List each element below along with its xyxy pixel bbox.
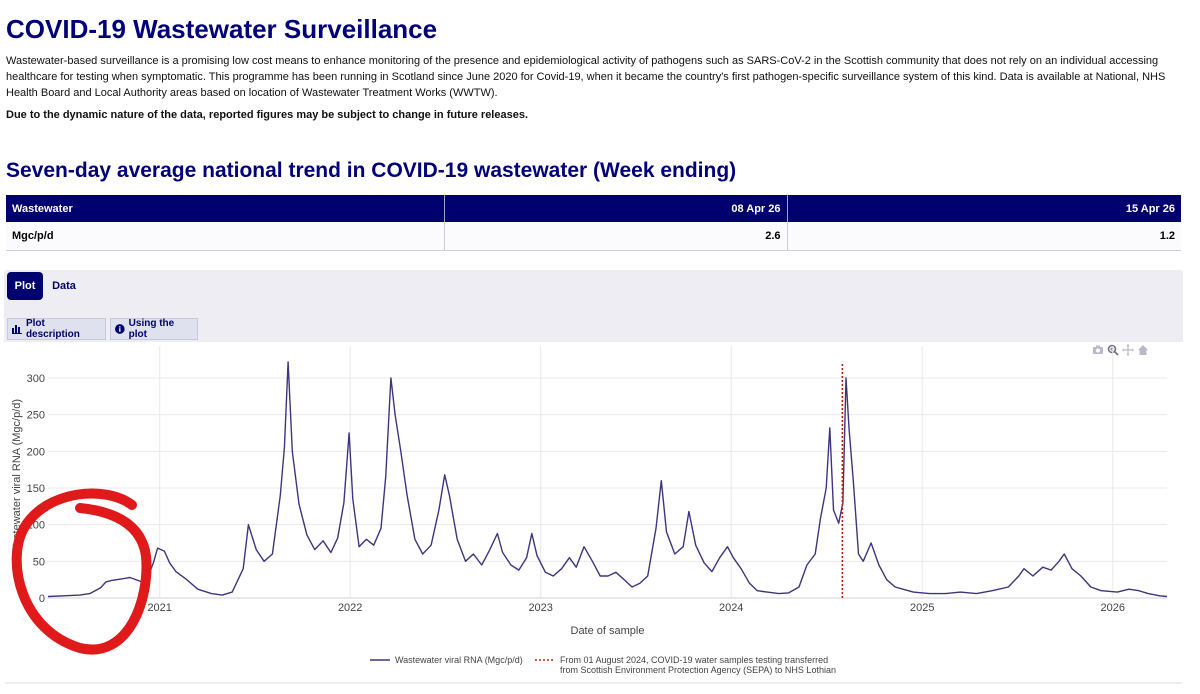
y-tick-label: 50 bbox=[33, 556, 45, 568]
data-caveat-note: Due to the dynamic nature of the data, r… bbox=[6, 109, 529, 121]
plot-description-button[interactable]: Plot description bbox=[7, 318, 106, 340]
using-the-plot-label: Using the plot bbox=[128, 318, 175, 340]
x-axis-title: Date of sample bbox=[571, 625, 645, 637]
y-tick-label: 0 bbox=[39, 593, 45, 605]
cell-week-1-value: 2.6 bbox=[444, 222, 788, 251]
y-tick-label: 250 bbox=[27, 410, 45, 422]
cell-unit: Mgc/p/d bbox=[6, 222, 445, 251]
section-title: Seven-day average national trend in COVI… bbox=[6, 159, 737, 182]
summary-table-row: Mgc/p/d 2.6 1.2 bbox=[6, 222, 1181, 251]
intro-paragraph: Wastewater-based surveillance is a promi… bbox=[6, 55, 1166, 99]
pan-icon[interactable] bbox=[1122, 344, 1134, 356]
tab-data[interactable]: Data bbox=[52, 280, 76, 292]
plot-description-label: Plot description bbox=[25, 318, 80, 340]
x-tick-label: 2021 bbox=[147, 602, 171, 614]
header-week-1: 08 Apr 26 bbox=[444, 195, 788, 222]
home-icon[interactable] bbox=[1137, 344, 1149, 356]
legend-label-sepa-transfer: From 01 August 2024, COVID-19 water samp… bbox=[560, 655, 836, 675]
legend-label-wastewater: Wastewater viral RNA (Mgc/p/d) bbox=[395, 655, 523, 665]
page-title: COVID-19 Wastewater Surveillance bbox=[6, 14, 438, 44]
chart-modebar bbox=[1092, 344, 1149, 356]
x-tick-label: 2023 bbox=[528, 602, 552, 614]
bar-chart-icon bbox=[12, 325, 22, 334]
y-tick-label: 150 bbox=[27, 483, 45, 495]
header-week-2: 15 Apr 26 bbox=[787, 195, 1181, 222]
chart-area bbox=[4, 342, 1183, 682]
info-circle-icon bbox=[115, 324, 125, 334]
summary-table: Wastewater 08 Apr 26 15 Apr 26 Mgc/p/d 2… bbox=[6, 195, 1181, 251]
hand-drawn-circle-annotation bbox=[11, 488, 152, 655]
x-tick-label: 2026 bbox=[1100, 602, 1124, 614]
summary-table-header: Wastewater 08 Apr 26 15 Apr 26 bbox=[6, 195, 1181, 222]
y-tick-label: 300 bbox=[27, 373, 45, 385]
series-line-wastewater bbox=[47, 361, 1168, 598]
header-wastewater: Wastewater bbox=[6, 195, 445, 222]
y-axis-title: Wastewater viral RNA (Mgc/p/d) bbox=[11, 399, 23, 555]
cell-week-2-value: 1.2 bbox=[787, 222, 1181, 251]
x-tick-label: 2025 bbox=[910, 602, 934, 614]
y-tick-label: 200 bbox=[27, 446, 45, 458]
tab-plot[interactable]: Plot bbox=[7, 272, 43, 300]
camera-icon[interactable] bbox=[1092, 344, 1104, 356]
x-tick-label: 2024 bbox=[719, 602, 743, 614]
using-the-plot-button[interactable]: Using the plot bbox=[110, 318, 198, 340]
x-tick-label: 2022 bbox=[338, 602, 362, 614]
